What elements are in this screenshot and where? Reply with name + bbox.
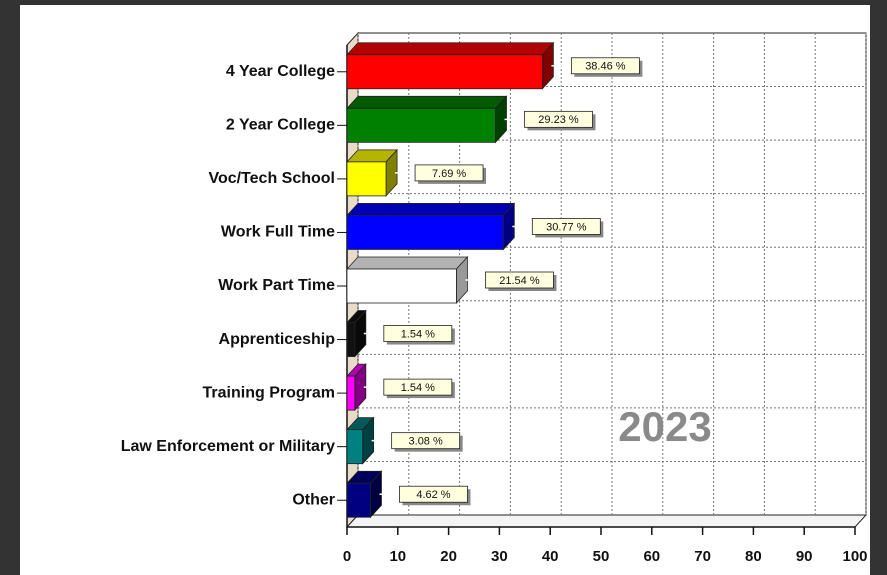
bar-front (346, 268, 457, 304)
x-tick-label: 10 (389, 548, 406, 565)
value-label: 1.54 % (401, 382, 435, 394)
bar (346, 363, 367, 412)
value-label: 4.62 % (416, 489, 450, 501)
bar-front (346, 161, 387, 197)
bar (346, 41, 555, 90)
label-box (531, 218, 601, 235)
bar-top (346, 256, 469, 270)
category-label: 4 Year College (226, 63, 335, 80)
category-label: Training Program (203, 384, 335, 401)
bar-front (346, 215, 504, 250)
bar-top (346, 203, 516, 216)
value-label: 29.23 % (538, 114, 579, 126)
bar-front (346, 429, 364, 465)
label-box (524, 110, 593, 128)
bar (346, 148, 398, 197)
label-box (485, 271, 554, 289)
bar-front (346, 54, 543, 90)
floor (345, 514, 868, 528)
annotation: 2023 (618, 403, 711, 450)
x-tick-label: 90 (796, 548, 813, 565)
x-tick-label: 40 (542, 548, 559, 565)
x-tick-label: 20 (440, 548, 457, 565)
x-tick-label: 80 (745, 548, 762, 565)
label-box (383, 378, 453, 396)
bar-top (346, 95, 508, 109)
x-tick-label: 70 (694, 548, 711, 565)
bar-front (346, 107, 496, 143)
bar (346, 202, 516, 251)
bar-front (346, 375, 356, 411)
x-tick-label: 50 (593, 548, 610, 565)
value-label: 30.77 % (546, 221, 587, 233)
bar-top (346, 42, 555, 56)
label-box (399, 485, 468, 503)
category-label: Apprenticeship (219, 331, 336, 348)
bar-front (346, 482, 371, 518)
value-label: 7.69 % (432, 168, 466, 180)
value-label: 3.08 % (409, 436, 443, 448)
value-label: 21.54 % (499, 275, 540, 287)
x-tick-label: 100 (842, 548, 867, 565)
bar (346, 255, 469, 305)
x-tick-label: 30 (491, 548, 508, 565)
label-box (414, 164, 484, 182)
category-label: Voc/Tech School (208, 170, 335, 187)
category-label: 2 Year College (226, 117, 335, 134)
value-label: 1.54 % (401, 328, 435, 340)
bar (346, 470, 383, 519)
label-box (570, 57, 640, 75)
category-label: Other (292, 491, 335, 508)
label-box (391, 432, 461, 450)
category-label: Work Part Time (218, 277, 335, 294)
label-box (383, 325, 453, 342)
value-label: 38.46 % (585, 61, 626, 73)
x-tick-label: 60 (643, 548, 660, 565)
bar (346, 95, 508, 144)
category-label: Law Enforcement or Military (121, 438, 335, 455)
x-tick-label: 0 (343, 548, 351, 565)
category-label: Work Full Time (221, 224, 335, 241)
bar-front (346, 322, 356, 357)
